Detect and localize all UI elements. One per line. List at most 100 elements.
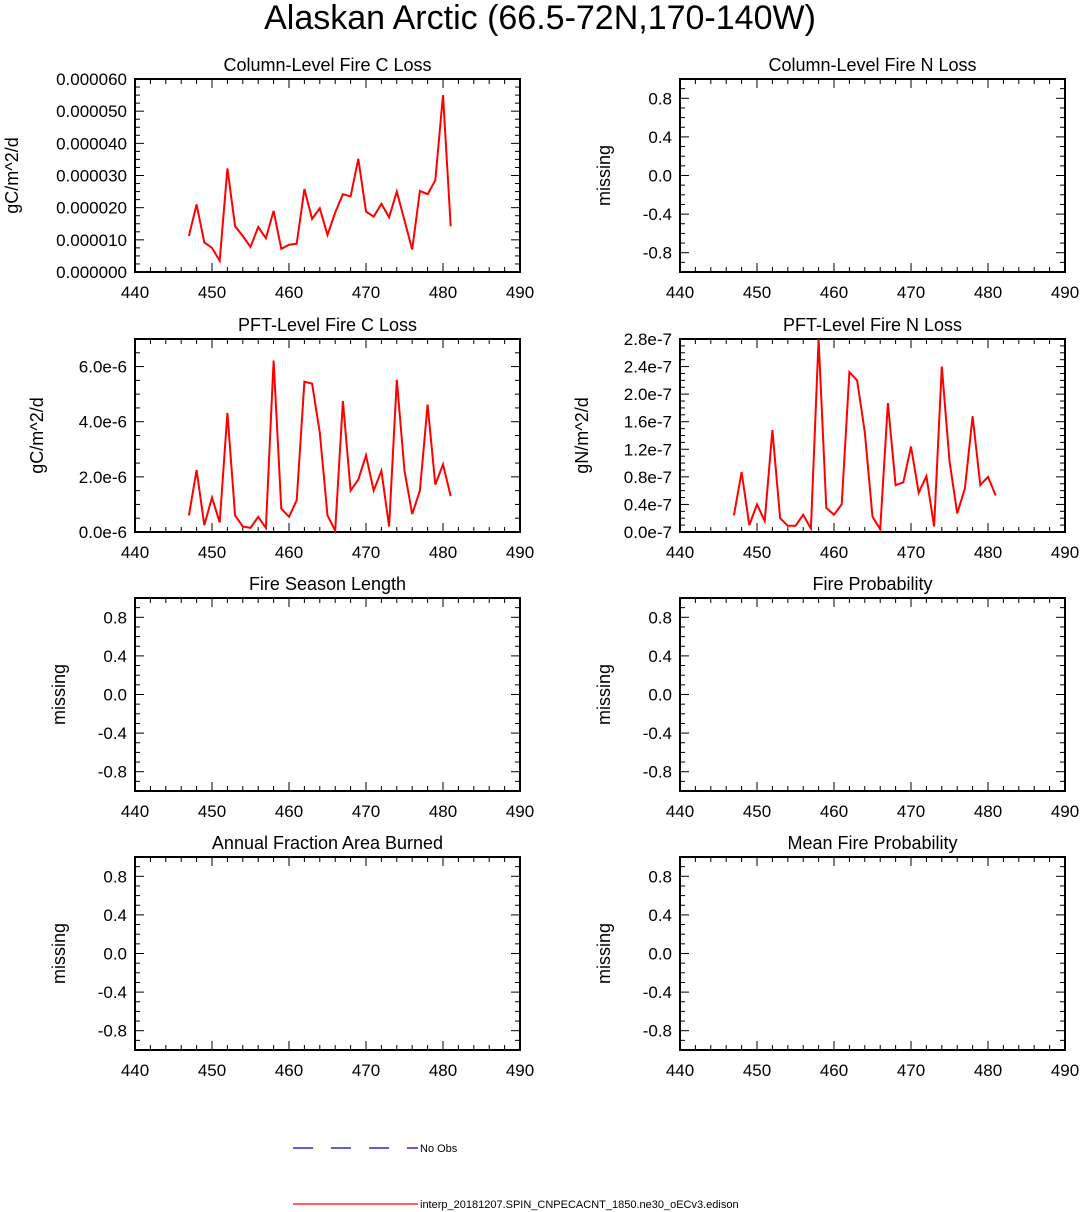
y-tick-label: -0.8 <box>98 763 127 782</box>
legend-label-model: interp_20181207.SPIN_CNPECACNT_1850.ne30… <box>420 1199 739 1211</box>
panel-column-level-fire-n-loss: Column-Level Fire N Loss 440 450 460 470 480 4… <box>594 55 1079 302</box>
series-line <box>187 95 452 264</box>
plot-frame <box>134 338 521 533</box>
y-tick-label: 0.8e-7 <box>624 468 672 487</box>
y-tick-label: 0.000030 <box>56 167 127 186</box>
panel-title: Column-Level Fire N Loss <box>768 55 976 75</box>
x-tick-label: 450 <box>198 283 226 302</box>
x-tick-label: 470 <box>352 543 380 562</box>
panel-title: Fire Season Length <box>249 574 406 594</box>
x-tick-label: 450 <box>198 543 226 562</box>
y-axis-label: missing <box>49 664 69 725</box>
y-tick-label: -0.4 <box>98 724 127 743</box>
panel-title: Annual Fraction Area Burned <box>212 833 443 853</box>
x-tick-label: 480 <box>429 283 457 302</box>
y-axis-label: missing <box>594 664 614 725</box>
series-line <box>732 338 997 533</box>
panel-title: PFT-Level Fire C Loss <box>238 315 417 335</box>
y-tick-label: -0.4 <box>98 983 127 1002</box>
x-tick-label: 460 <box>820 802 848 821</box>
y-tick-label: 0.8 <box>103 867 127 886</box>
x-tick-label: 450 <box>743 543 771 562</box>
x-tick-label: 490 <box>506 543 534 562</box>
y-axis-label: gN/m^2/d <box>572 397 592 473</box>
x-tick-label: 490 <box>1051 283 1079 302</box>
y-tick-label: -0.8 <box>643 244 672 263</box>
x-tick-label: 450 <box>198 1061 226 1080</box>
y-axis-label: gC/m^2/d <box>2 137 22 213</box>
x-tick-label: 470 <box>897 543 925 562</box>
x-tick-label: 440 <box>121 802 149 821</box>
y-tick-label: 2.0e-7 <box>624 385 672 404</box>
y-tick-label: 0.4 <box>648 647 672 666</box>
x-tick-label: 470 <box>352 1061 380 1080</box>
y-tick-label: -0.8 <box>643 1022 672 1041</box>
legend-label-no-obs: No Obs <box>420 1143 458 1155</box>
x-tick-label: 440 <box>666 802 694 821</box>
panel-fire-probability: Fire Probability 440 450 460 470 480 490 -0.8 -0… <box>594 574 1079 821</box>
x-tick-label: 480 <box>974 1061 1002 1080</box>
x-tick-label: 460 <box>275 283 303 302</box>
x-tick-label: 480 <box>974 802 1002 821</box>
x-tick-label: 480 <box>974 283 1002 302</box>
y-tick-label: 0.000010 <box>56 231 127 250</box>
panel-title: Column-Level Fire C Loss <box>223 55 431 75</box>
x-tick-label: 450 <box>743 802 771 821</box>
x-tick-label: 490 <box>1051 543 1079 562</box>
panel-title: Fire Probability <box>812 574 932 594</box>
x-tick-label: 450 <box>743 1061 771 1080</box>
y-tick-label: -0.8 <box>643 763 672 782</box>
x-tick-label: 460 <box>275 543 303 562</box>
y-tick-label: 0.0 <box>103 686 127 705</box>
y-tick-label: 0.0 <box>648 945 672 964</box>
x-tick-label: 450 <box>198 802 226 821</box>
y-tick-label: 1.6e-7 <box>624 413 672 432</box>
y-tick-label: 0.8 <box>648 867 672 886</box>
x-tick-label: 440 <box>666 543 694 562</box>
plot-frame <box>134 78 521 273</box>
y-tick-label: -0.4 <box>643 724 672 743</box>
y-tick-label: -0.8 <box>98 1022 127 1041</box>
x-tick-label: 480 <box>429 543 457 562</box>
y-tick-label: 0.4 <box>648 906 672 925</box>
panel-pft-level-fire-n-loss: PFT-Level Fire N Loss 440 450 460 470 480 490 0… <box>572 315 1079 562</box>
x-tick-label: 460 <box>820 1061 848 1080</box>
y-tick-label: 0.4 <box>103 906 127 925</box>
panel-annual-fraction-area-burned: Annual Fraction Area Burned 440 450 460 470 4… <box>49 833 534 1080</box>
x-tick-label: 440 <box>121 1061 149 1080</box>
x-tick-label: 460 <box>275 1061 303 1080</box>
y-tick-label: 0.4 <box>648 128 672 147</box>
plot-frame <box>679 856 1066 1051</box>
legend: No Obs interp_20181207.SPIN_CNPECACNT_185… <box>293 1143 739 1211</box>
y-tick-label: 0.000060 <box>56 70 127 89</box>
plot-frame <box>679 597 1066 792</box>
series-line <box>187 360 452 535</box>
x-tick-label: 470 <box>897 283 925 302</box>
x-tick-label: 440 <box>121 283 149 302</box>
x-tick-label: 470 <box>352 283 380 302</box>
y-tick-label: 0.8 <box>648 608 672 627</box>
panel-column-level-fire-c-loss: Column-Level Fire C Loss 440 450 460 470 480 4… <box>2 55 534 302</box>
x-tick-label: 440 <box>121 543 149 562</box>
panel-mean-fire-probability: Mean Fire Probability 440 450 460 470 480 490 -… <box>594 833 1079 1080</box>
y-tick-label: -0.4 <box>643 205 672 224</box>
y-tick-label: 0.000040 <box>56 134 127 153</box>
plot-frame <box>679 338 1066 533</box>
y-axis-label: missing <box>594 923 614 984</box>
y-tick-label: -0.4 <box>643 983 672 1002</box>
y-tick-label: 0.0 <box>648 686 672 705</box>
x-tick-label: 490 <box>1051 802 1079 821</box>
y-tick-label: 0.0 <box>103 945 127 964</box>
y-tick-label: 0.4 <box>103 647 127 666</box>
x-tick-label: 490 <box>506 283 534 302</box>
plot-frame <box>134 856 521 1051</box>
x-tick-label: 480 <box>974 543 1002 562</box>
y-tick-label: 1.2e-7 <box>624 440 672 459</box>
y-tick-label: 0.0e-7 <box>624 523 672 542</box>
y-axis-label: gC/m^2/d <box>27 397 47 473</box>
x-tick-label: 470 <box>897 1061 925 1080</box>
panel-pft-level-fire-c-loss: PFT-Level Fire C Loss 440 450 460 470 480 490 0… <box>27 315 534 562</box>
x-tick-label: 440 <box>666 1061 694 1080</box>
y-tick-label: 0.8 <box>103 608 127 627</box>
